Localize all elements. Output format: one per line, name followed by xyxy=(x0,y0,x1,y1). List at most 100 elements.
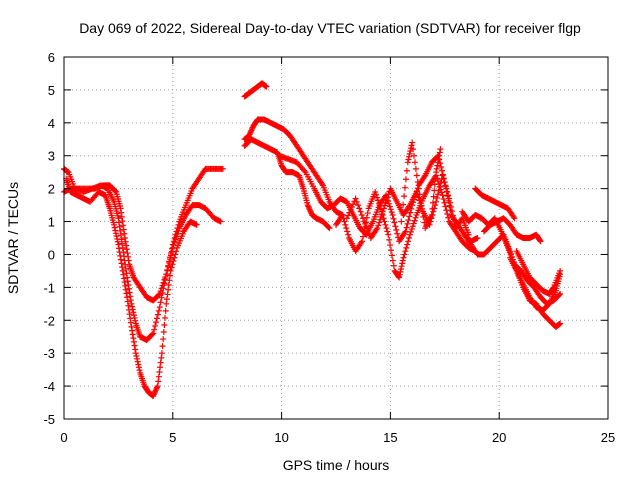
data-point xyxy=(405,217,412,224)
data-point xyxy=(160,285,167,292)
data-point xyxy=(167,250,174,257)
data-point xyxy=(410,220,417,227)
data-point xyxy=(374,194,381,201)
data-point xyxy=(116,249,123,256)
data-point xyxy=(132,317,139,324)
data-point xyxy=(124,274,131,281)
data-point xyxy=(117,252,124,259)
axis-ticks xyxy=(63,56,609,420)
data-point xyxy=(400,201,407,208)
data-point xyxy=(125,285,132,292)
data-point xyxy=(398,263,405,270)
data-point xyxy=(360,233,367,240)
data-point xyxy=(126,311,133,318)
data-point xyxy=(157,364,164,371)
data-point xyxy=(124,298,131,305)
data-point xyxy=(374,225,381,232)
data-point xyxy=(156,290,163,297)
y-tick-label: 0 xyxy=(48,247,55,262)
data-point xyxy=(375,222,382,229)
data-point xyxy=(405,156,412,163)
data-point xyxy=(414,179,421,186)
data-point xyxy=(120,271,127,278)
data-point xyxy=(342,221,349,228)
data-point xyxy=(556,291,563,298)
data-point xyxy=(409,223,416,230)
data-point xyxy=(345,231,352,238)
data-point xyxy=(557,290,564,297)
series-track-10 xyxy=(398,139,444,232)
data-point xyxy=(127,297,134,304)
data-point xyxy=(193,221,200,228)
data-point xyxy=(122,261,129,268)
data-point xyxy=(152,322,159,329)
data-point xyxy=(364,210,371,217)
data-point xyxy=(172,231,179,238)
data-point xyxy=(557,320,564,327)
data-point xyxy=(401,193,408,200)
data-point xyxy=(118,260,125,267)
data-point xyxy=(399,260,406,267)
data-point xyxy=(159,290,166,297)
data-point xyxy=(122,282,129,289)
data-point xyxy=(372,188,379,195)
data-point xyxy=(430,208,437,215)
data-point xyxy=(160,329,167,336)
data-point xyxy=(341,218,348,225)
data-point xyxy=(161,321,168,328)
data-point xyxy=(134,355,141,362)
data-point xyxy=(442,182,449,189)
data-point xyxy=(124,294,131,301)
data-point xyxy=(219,165,226,172)
data-point xyxy=(135,361,142,368)
data-point xyxy=(406,235,413,241)
data-point xyxy=(435,156,442,163)
data-point xyxy=(128,323,135,330)
data-point xyxy=(381,218,388,225)
data-point xyxy=(121,235,128,241)
data-point xyxy=(409,139,416,146)
data-point xyxy=(165,286,172,293)
data-point xyxy=(125,282,132,289)
data-point xyxy=(132,350,139,357)
data-point xyxy=(156,304,163,311)
data-point xyxy=(384,228,391,235)
data-point xyxy=(263,83,270,90)
data-point xyxy=(394,230,401,237)
data-point xyxy=(121,257,128,264)
data-point xyxy=(170,258,177,265)
data-point xyxy=(129,327,136,334)
data-point xyxy=(432,175,439,182)
data-point xyxy=(440,195,447,202)
data-point xyxy=(124,250,131,257)
data-point xyxy=(129,331,136,338)
data-point xyxy=(433,165,440,172)
data-point xyxy=(376,219,383,226)
data-point xyxy=(159,343,166,350)
data-point xyxy=(383,225,390,232)
data-point xyxy=(450,216,457,223)
data-point xyxy=(175,221,182,228)
data-point xyxy=(387,206,394,213)
data-point xyxy=(136,367,143,374)
data-point xyxy=(347,206,354,213)
data-point xyxy=(155,378,162,385)
data-point xyxy=(135,364,142,371)
data-point xyxy=(123,246,130,253)
series-track-3 xyxy=(63,175,200,399)
data-point xyxy=(410,146,417,153)
series-track-6 xyxy=(241,136,333,232)
y-tick-label: 5 xyxy=(48,83,55,98)
data-point xyxy=(325,224,332,231)
data-point xyxy=(401,251,408,258)
x-tick-label: 5 xyxy=(169,430,176,445)
data-point xyxy=(339,211,346,218)
data-point xyxy=(434,159,441,166)
data-point xyxy=(390,262,397,269)
data-point xyxy=(160,279,167,286)
data-point xyxy=(153,319,160,326)
data-point xyxy=(127,315,134,322)
data-point xyxy=(166,277,173,284)
data-point xyxy=(355,202,362,209)
data-point xyxy=(168,245,175,252)
